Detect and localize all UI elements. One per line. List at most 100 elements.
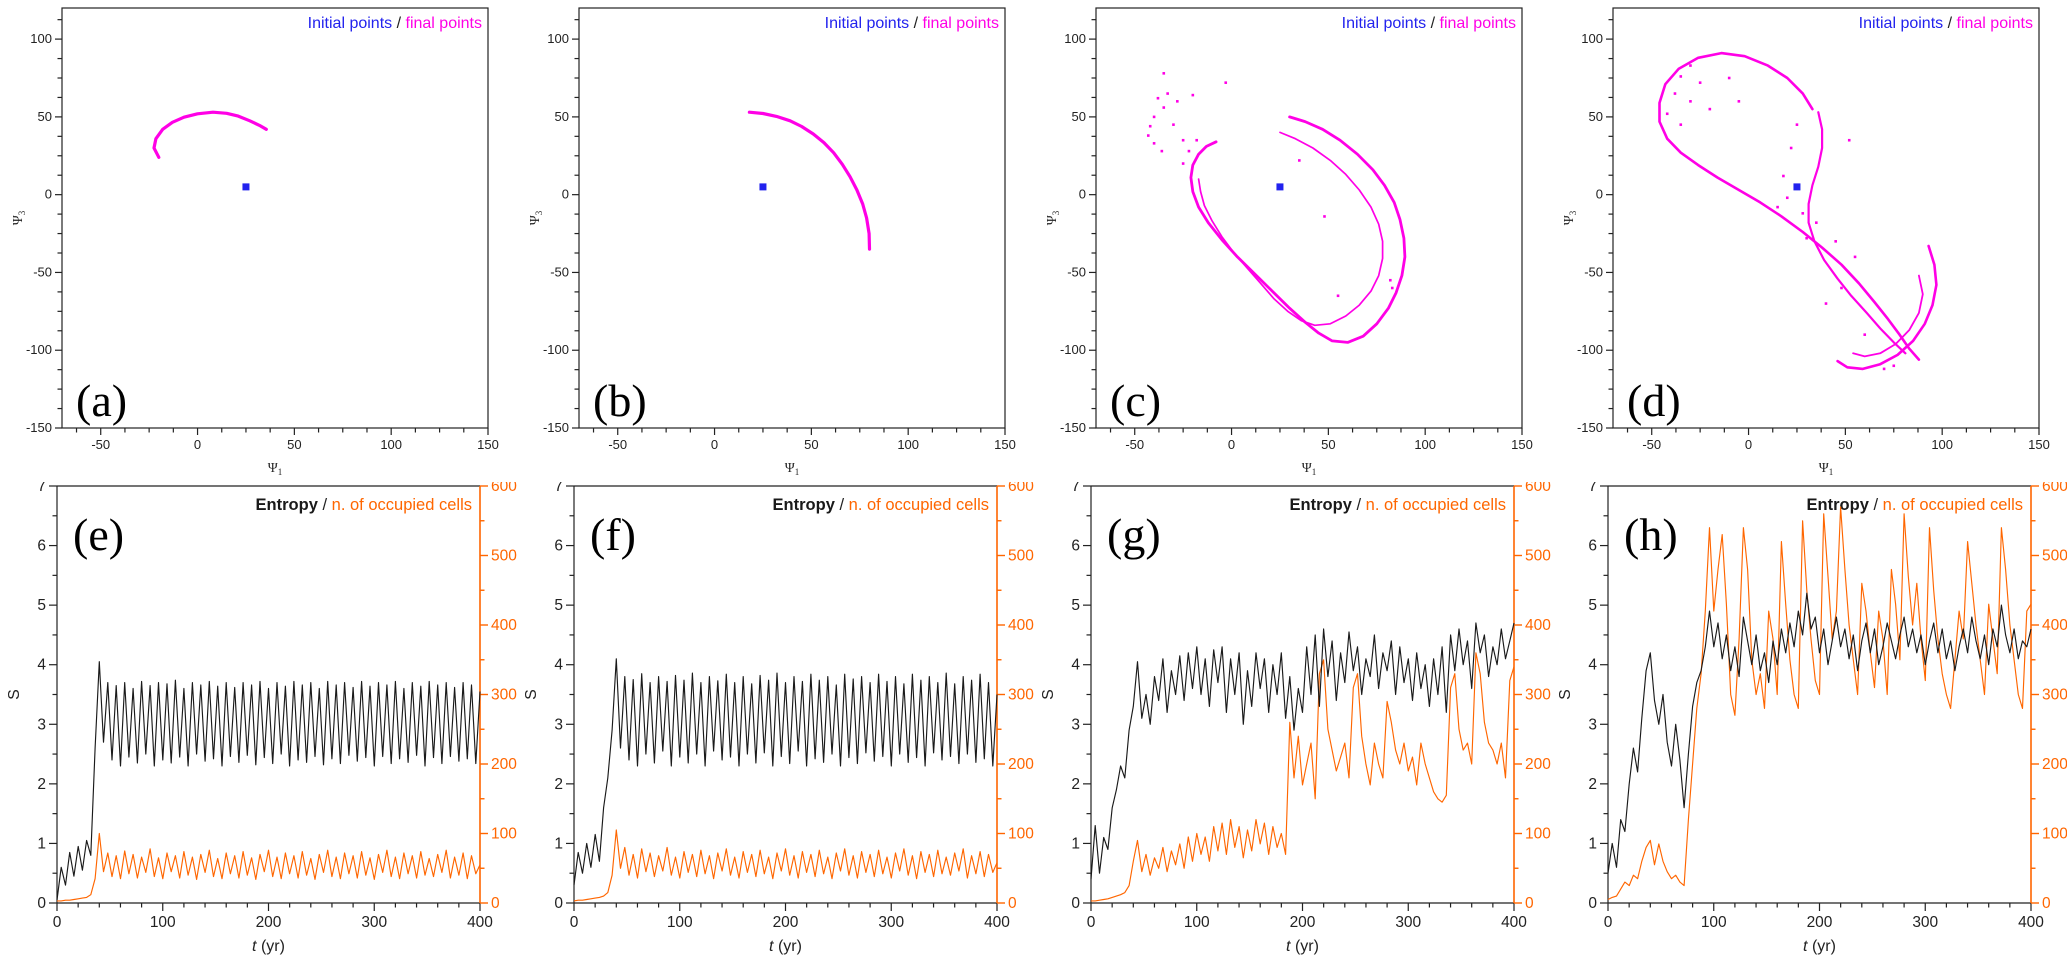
legend-initial-points-label: Initial points xyxy=(825,15,910,32)
x-axis-title-sub: 1 xyxy=(278,467,283,477)
legend-entropy-label: Entropy xyxy=(773,496,836,514)
x-tick-label: -50 xyxy=(91,437,110,452)
y-tick-label: -50 xyxy=(550,264,569,279)
final-point-dot xyxy=(1834,240,1837,243)
x-tick-label: -50 xyxy=(608,437,627,452)
legend-initial-final: Initial points / final points xyxy=(1342,15,1516,32)
yl-tick-label: 6 xyxy=(554,538,563,555)
yr-tick-label: 0 xyxy=(1008,895,1017,912)
y-tick-label: 0 xyxy=(1596,187,1603,202)
plot-g: 0 100 200 300 400 0 1 2 3 4 5 6 7 0 100 200 300 400 500 600… xyxy=(1040,482,1551,955)
y-axis-title-sub: 3 xyxy=(17,210,27,215)
yr-tick-label: 500 xyxy=(1525,548,1551,565)
final-point-dot xyxy=(1840,286,1843,290)
x-axis-title-unit: (yr) xyxy=(1291,938,1319,955)
yr-tick-label: 200 xyxy=(1008,756,1034,773)
yr-tick-label: 300 xyxy=(2042,687,2067,704)
legend-entropy-label: Entropy xyxy=(1290,496,1353,514)
final-point-dot xyxy=(1679,75,1683,78)
y-axis-title-sub: 3 xyxy=(534,210,544,215)
x-axis-title-sub: 1 xyxy=(795,467,800,477)
y-tick-label: -100 xyxy=(1577,342,1603,357)
entropy-line xyxy=(1090,622,1515,880)
final-points-curve xyxy=(1189,115,1407,344)
yl-tick-label: 1 xyxy=(1588,835,1597,852)
final-point-dot xyxy=(1892,364,1896,368)
y-tick-label: 50 xyxy=(38,109,52,124)
yl-tick-label: 3 xyxy=(37,716,46,733)
x-axis-title: Ψ1 xyxy=(268,460,282,477)
yr-tick-label: 0 xyxy=(491,895,500,912)
legend-separator: / xyxy=(1352,496,1366,514)
yl-tick-label: 0 xyxy=(1071,895,1080,912)
x-tick-label: 200 xyxy=(1807,914,1833,931)
final-point-dot xyxy=(1162,72,1166,75)
final-point-dot xyxy=(1665,112,1669,116)
x-tick-label: 100 xyxy=(150,914,176,931)
y-axis-title: Ψ3 xyxy=(1561,210,1578,225)
yl-tick-label: 5 xyxy=(37,597,46,614)
yr-tick-label: 600 xyxy=(1008,482,1034,495)
final-point-dot xyxy=(1152,142,1156,145)
panel-h: 0 100 200 300 400 0 1 2 3 4 5 6 7 0 100 200 300 400 500 600… xyxy=(1551,482,2067,964)
yl-tick-label: 5 xyxy=(554,597,563,614)
x-tick-label: 100 xyxy=(1931,437,1953,452)
x-axis-title: t (yr) xyxy=(1286,938,1319,955)
x-tick-label: 50 xyxy=(804,437,818,452)
entropy-line xyxy=(1607,592,2032,874)
x-axis-title: t (yr) xyxy=(769,938,802,955)
legend-initial-final: Initial points / final points xyxy=(825,15,999,32)
yl-tick-label: 7 xyxy=(1071,482,1080,495)
yl-tick-label: 6 xyxy=(1588,538,1597,555)
final-point-dot xyxy=(1172,123,1175,126)
plot-frame xyxy=(1095,7,1523,429)
yl-tick-label: 4 xyxy=(554,657,563,674)
panel-g: 0 100 200 300 400 0 1 2 3 4 5 6 7 0 100 200 300 400 500 600… xyxy=(1034,482,1551,964)
final-point-dot xyxy=(1863,333,1867,336)
x-tick-label: 400 xyxy=(1501,914,1527,931)
y-tick-label: -100 xyxy=(1060,342,1086,357)
final-point-dot xyxy=(1191,93,1195,97)
plot-d: -50 0 50 100 150 -150 -100 -50 0 50 100 Ψ1 Ψ3 Initial… xyxy=(1561,7,2050,477)
y-tick-label: -50 xyxy=(1584,264,1603,279)
legend-separator: / xyxy=(1426,15,1439,32)
yl-tick-label: 6 xyxy=(1071,538,1080,555)
yr-tick-label: 400 xyxy=(1525,617,1551,634)
x-tick-label: 150 xyxy=(1511,437,1533,452)
yl-tick-label: 6 xyxy=(37,538,46,555)
yl-tick-label: 0 xyxy=(1588,895,1597,912)
legend-final-points-label: final points xyxy=(1440,15,1517,32)
yl-tick-label: 7 xyxy=(554,482,563,495)
x-axis-title: t (yr) xyxy=(1803,938,1836,955)
yl-tick-label: 2 xyxy=(554,776,563,793)
panel-e: 0 100 200 300 400 0 1 2 3 4 5 6 7 0 100 200 300 400 500 600… xyxy=(0,482,517,964)
final-point-dot xyxy=(1176,100,1179,103)
x-axis-title: Ψ1 xyxy=(785,460,799,477)
final-point-dot xyxy=(1689,64,1692,67)
plot-a: -50 0 50 100 150 -150 -100 -50 0 50 100 Ψ1 Ψ3 Initial… xyxy=(10,7,499,477)
panel-b: -50 0 50 100 150 -150 -100 -50 0 50 100 Ψ1 Ψ3 Initial… xyxy=(517,0,1034,482)
x-tick-label: 0 xyxy=(194,437,201,452)
final-point-dot xyxy=(1847,138,1851,142)
x-tick-label: 200 xyxy=(773,914,799,931)
x-axis-title: t (yr) xyxy=(252,938,285,955)
yl-tick-label: 5 xyxy=(1071,597,1080,614)
x-tick-label: -50 xyxy=(1125,437,1144,452)
final-point-dot xyxy=(1389,278,1392,282)
legend-entropy-cells: Entropy / n. of occupied cells xyxy=(773,496,989,514)
y-tick-label: -100 xyxy=(543,342,569,357)
panel-label: (h) xyxy=(1624,509,1678,560)
legend-entropy-label: Entropy xyxy=(1807,496,1870,514)
legend-final-points-label: final points xyxy=(406,15,483,32)
y-axis-title: Ψ3 xyxy=(527,210,544,225)
x-tick-label: 400 xyxy=(984,914,1010,931)
final-point-dot xyxy=(1805,236,1808,240)
x-tick-label: 0 xyxy=(570,914,579,931)
yr-tick-label: 600 xyxy=(1525,482,1551,495)
yl-tick-label: 2 xyxy=(1588,776,1597,793)
y-tick-label: 100 xyxy=(1581,31,1603,46)
final-points-curve xyxy=(1836,244,1938,371)
y-tick-label: 50 xyxy=(1589,109,1603,124)
final-point-dot xyxy=(1882,367,1886,371)
x-tick-label: 150 xyxy=(2028,437,2050,452)
